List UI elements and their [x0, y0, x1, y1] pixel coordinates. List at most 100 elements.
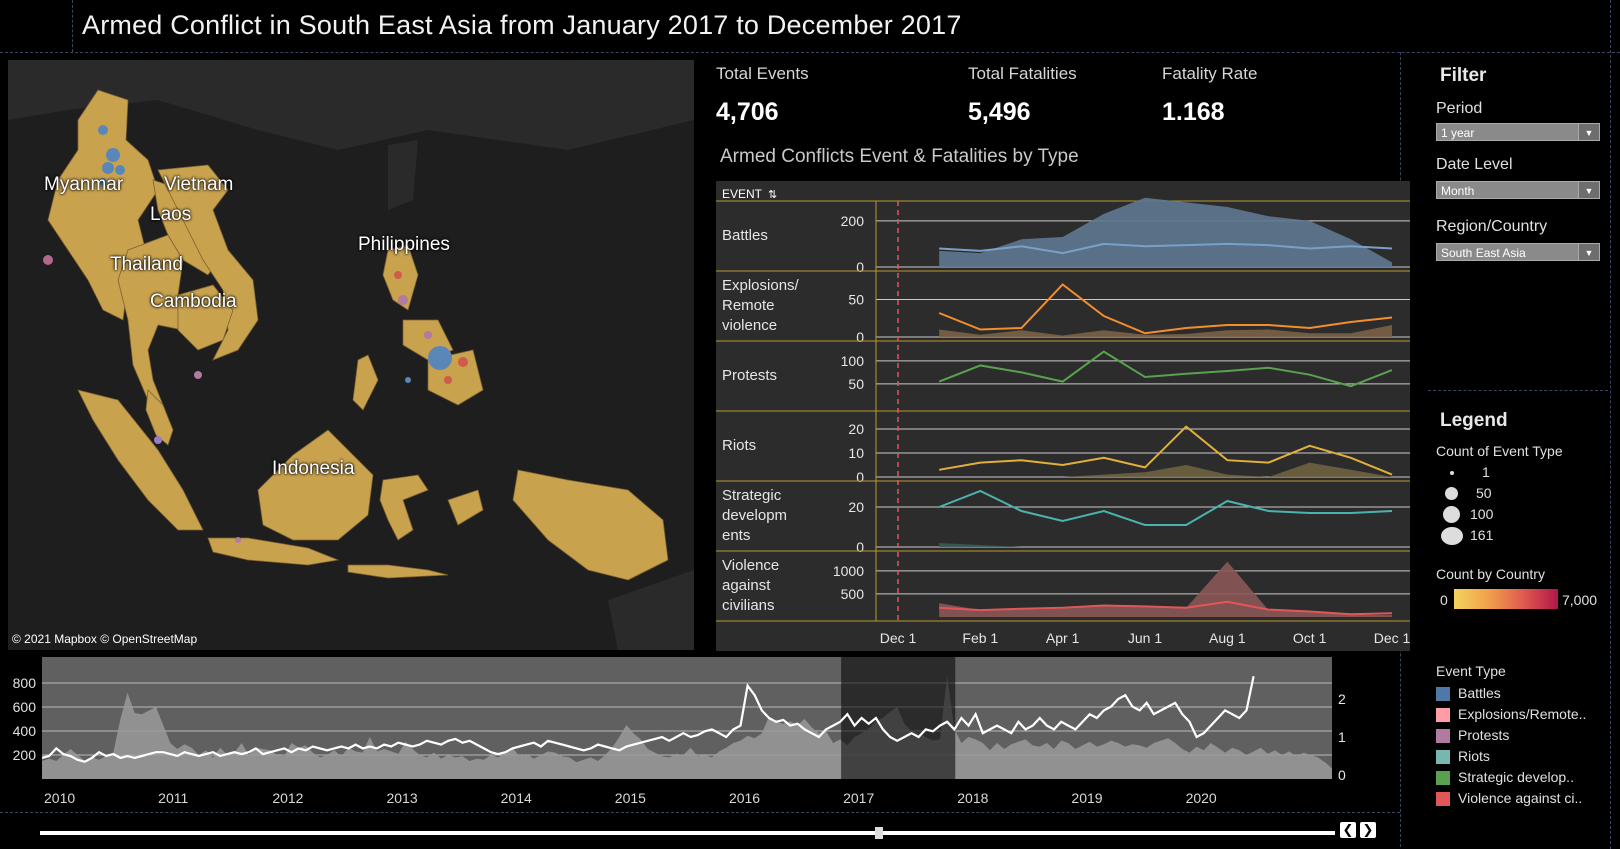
timeline-svg[interactable]: 2 1 0: [41, 657, 1362, 783]
left-tick-label: 600: [12, 699, 36, 715]
year-tick-label: 2020: [1185, 790, 1217, 806]
lesser-sunda: [347, 564, 449, 579]
map-label-cambodia: Cambodia: [150, 291, 237, 312]
borneo: [257, 429, 374, 541]
filter-heading: Filter: [1440, 65, 1487, 86]
legend-item-label[interactable]: Protests: [1458, 727, 1510, 743]
size-value: 161: [1470, 527, 1494, 543]
chevron-down-icon[interactable]: ▼: [1578, 182, 1599, 198]
year-tick-label: 2010: [44, 790, 76, 806]
cambodia-shape: [177, 284, 234, 351]
period-label: Period: [1436, 100, 1483, 117]
events-line: [41, 675, 1255, 763]
row-label-box: Riots: [722, 437, 757, 454]
events-line: [939, 600, 1393, 616]
region-select[interactable]: South East Asia ▼: [1436, 243, 1600, 261]
legend-item-label[interactable]: Explosions/Remote..: [1458, 706, 1587, 722]
timeline-chart[interactable]: 2 1 0: [41, 657, 1362, 783]
events-line: [939, 242, 1393, 255]
conflict-map[interactable]: Myanmar Vietnam Laos Thailand Cambodia P…: [8, 60, 694, 650]
kpi-rate-label: Fatality Rate: [1162, 64, 1258, 83]
scrollbar-thumb[interactable]: [875, 827, 883, 839]
x-tick-label: Aug 1: [1209, 630, 1246, 646]
sulawesi: [379, 474, 429, 541]
row-label: Battles: [722, 227, 768, 244]
sumatra: [77, 389, 204, 531]
fatalities-area: [939, 561, 1392, 617]
row-tick-label: 20: [848, 499, 864, 515]
region-select-value: South East Asia: [1441, 246, 1526, 260]
legend-item-label[interactable]: Riots: [1458, 748, 1490, 764]
size-dot: [1445, 487, 1458, 500]
legend-heading: Legend: [1440, 410, 1508, 431]
right-tick-label: 2: [1338, 691, 1346, 707]
scroll-right-button[interactable]: ❯: [1360, 822, 1376, 838]
row-label-box: Explosions/ Remote violence: [722, 277, 799, 334]
date-level-label: Date Level: [1436, 156, 1513, 173]
selected-range[interactable]: [841, 657, 956, 779]
frame-line: [0, 812, 1400, 813]
papua: [512, 469, 669, 581]
events-line: [938, 489, 1393, 526]
year-tick-label: 2011: [158, 790, 189, 806]
sea-land: [47, 89, 669, 581]
map-label-thailand: Thailand: [110, 254, 183, 275]
legend-swatch[interactable]: [1436, 687, 1450, 701]
legend-item-label[interactable]: Battles: [1458, 685, 1501, 701]
legend-swatch[interactable]: [1436, 771, 1450, 785]
year-tick-label: 2013: [386, 790, 418, 806]
scroll-left-button[interactable]: ❮: [1340, 822, 1356, 838]
row-label-box: Strategic developm ents: [722, 487, 788, 544]
right-tick-label: 0: [1338, 767, 1346, 782]
frame-line: [0, 52, 1620, 53]
year-tick-label: 2015: [614, 790, 646, 806]
year-tick-label: 2012: [272, 790, 304, 806]
map-canvas[interactable]: [8, 60, 694, 650]
color-legend-title: Count by Country: [1436, 566, 1545, 582]
chevron-down-icon[interactable]: ▼: [1578, 124, 1599, 140]
fatalities-area: [939, 197, 1392, 267]
page-title: Armed Conflict in South East Asia from J…: [82, 10, 962, 40]
row-label: Strategic developm ents: [722, 487, 788, 544]
size-value: 1: [1482, 464, 1490, 480]
date-level-select[interactable]: Month ▼: [1436, 181, 1600, 199]
row-label-box: Violence against civilians: [722, 557, 779, 614]
period-select[interactable]: 1 year ▼: [1436, 123, 1600, 141]
row-label: Riots: [722, 437, 757, 454]
frame-line: [1428, 390, 1608, 391]
row-tick-label: 200: [841, 213, 865, 229]
size-dot: [1450, 471, 1454, 475]
map-label-laos: Laos: [150, 204, 192, 225]
small-multiples-chart[interactable]: EVENT ⇅ Battles 200 0 Explosions/ Remote vi…: [716, 181, 1410, 651]
right-tick-label: 1: [1338, 729, 1346, 745]
legend-swatch[interactable]: [1436, 708, 1450, 722]
legend-item-label[interactable]: Strategic develop..: [1458, 769, 1574, 785]
legend-swatch[interactable]: [1436, 792, 1450, 806]
event-header: EVENT: [722, 187, 763, 201]
year-tick-label: 2018: [957, 790, 989, 806]
left-tick-label: 800: [12, 675, 36, 691]
kpi-events-value: 4,706: [716, 98, 779, 126]
legend-item-label[interactable]: Violence against ci..: [1458, 790, 1583, 806]
year-tick-label: 2019: [1071, 790, 1103, 806]
chevron-down-icon[interactable]: ▼: [1578, 244, 1599, 260]
x-tick-label: Oct 1: [1293, 630, 1327, 646]
row-tick-label: 0: [856, 469, 864, 485]
legend-swatch[interactable]: [1436, 750, 1450, 764]
small-multiples-title: Armed Conflicts Event & Fatalities by Ty…: [720, 146, 1079, 167]
kpi-fatalities-value: 5,496: [968, 98, 1031, 126]
x-tick-label: Apr 1: [1046, 630, 1080, 646]
sort-icon[interactable]: ⇅: [768, 188, 777, 201]
fatalities-area: [42, 675, 1332, 779]
small-multiples-svg[interactable]: EVENT ⇅ Battles 200 0 Explosions/ Remote vi…: [716, 181, 1410, 651]
period-select-value: 1 year: [1441, 126, 1475, 140]
java: [207, 537, 340, 566]
chevron-left-icon: ❮: [1342, 822, 1354, 837]
timeline-scrollbar[interactable]: [40, 831, 1335, 835]
events-line: [938, 425, 1393, 476]
date-level-select-value: Month: [1441, 184, 1475, 198]
maluku: [447, 489, 484, 526]
kpi-fatalities-label: Total Fatalities: [968, 64, 1077, 83]
row-tick-label: 20: [848, 421, 864, 437]
legend-swatch[interactable]: [1436, 729, 1450, 743]
